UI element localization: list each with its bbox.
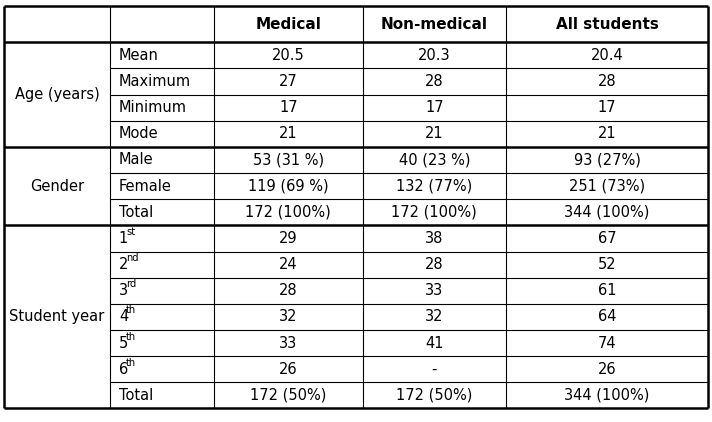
Text: 61: 61 [598, 283, 616, 298]
Text: 33: 33 [425, 283, 444, 298]
Text: 4: 4 [119, 309, 128, 325]
Text: 33: 33 [279, 335, 298, 351]
Text: Gender: Gender [30, 179, 84, 194]
Text: 28: 28 [425, 74, 444, 89]
Text: Mode: Mode [119, 126, 159, 141]
Text: th: th [126, 332, 136, 341]
Text: 28: 28 [425, 257, 444, 272]
Text: -: - [431, 362, 437, 377]
Text: 27: 27 [279, 74, 298, 89]
Text: 24: 24 [279, 257, 298, 272]
Text: 28: 28 [279, 283, 298, 298]
Text: Male: Male [119, 152, 154, 168]
Text: 5: 5 [119, 335, 128, 351]
Text: 172 (50%): 172 (50%) [396, 388, 473, 403]
Text: Total: Total [119, 388, 153, 403]
Text: 21: 21 [279, 126, 298, 141]
Text: 3: 3 [119, 283, 128, 298]
Text: 38: 38 [425, 231, 444, 246]
Text: Non-medical: Non-medical [381, 17, 488, 32]
Text: 74: 74 [597, 335, 617, 351]
Text: Maximum: Maximum [119, 74, 191, 89]
Text: 21: 21 [597, 126, 617, 141]
Text: 29: 29 [279, 231, 298, 246]
Text: th: th [126, 306, 136, 315]
Text: 17: 17 [425, 100, 444, 115]
Text: 2: 2 [119, 257, 128, 272]
Text: 20.5: 20.5 [272, 48, 305, 63]
Text: 40 (23 %): 40 (23 %) [399, 152, 470, 168]
Text: 6: 6 [119, 362, 128, 377]
Text: 172 (50%): 172 (50%) [250, 388, 327, 403]
Text: 344 (100%): 344 (100%) [565, 388, 649, 403]
Text: 251 (73%): 251 (73%) [569, 179, 645, 194]
Text: 52: 52 [597, 257, 617, 272]
Text: st: st [126, 227, 135, 237]
Text: 1: 1 [119, 231, 128, 246]
Text: 132 (77%): 132 (77%) [396, 179, 473, 194]
Text: Age (years): Age (years) [14, 87, 100, 102]
Text: 93 (27%): 93 (27%) [574, 152, 640, 168]
Text: 67: 67 [597, 231, 617, 246]
Text: 17: 17 [279, 100, 298, 115]
Text: Student year: Student year [9, 309, 105, 325]
Text: 119 (69 %): 119 (69 %) [248, 179, 329, 194]
Text: 41: 41 [425, 335, 444, 351]
Text: 26: 26 [597, 362, 617, 377]
Text: 17: 17 [597, 100, 617, 115]
Text: 32: 32 [425, 309, 444, 325]
Text: nd: nd [126, 253, 139, 263]
Text: 344 (100%): 344 (100%) [565, 205, 649, 220]
Text: 20.3: 20.3 [418, 48, 451, 63]
Text: rd: rd [126, 279, 136, 289]
Text: th: th [126, 358, 136, 368]
Text: 28: 28 [597, 74, 617, 89]
Text: Medical: Medical [256, 17, 321, 32]
Text: Female: Female [119, 179, 172, 194]
Text: 53 (31 %): 53 (31 %) [253, 152, 324, 168]
Text: 172 (100%): 172 (100%) [246, 205, 331, 220]
Text: 21: 21 [425, 126, 444, 141]
Text: 172 (100%): 172 (100%) [392, 205, 477, 220]
Text: All students: All students [555, 17, 659, 32]
Text: 20.4: 20.4 [591, 48, 623, 63]
Text: 64: 64 [598, 309, 616, 325]
Text: 26: 26 [279, 362, 298, 377]
Text: Minimum: Minimum [119, 100, 187, 115]
Text: Total: Total [119, 205, 153, 220]
Text: 32: 32 [279, 309, 298, 325]
Text: Mean: Mean [119, 48, 159, 63]
